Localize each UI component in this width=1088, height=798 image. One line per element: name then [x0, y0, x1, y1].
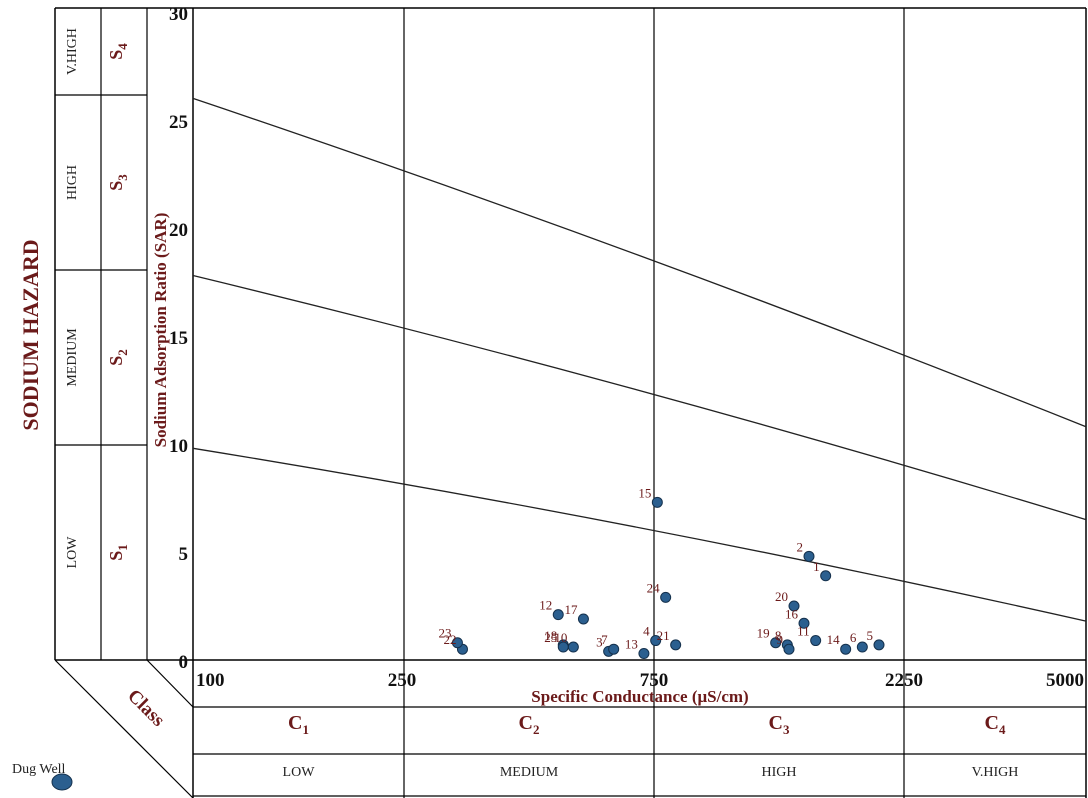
y-tick-label: 30 [169, 4, 188, 25]
data-point-label: 23 [438, 626, 451, 641]
x-axis-title: Specific Conductance (μS/cm) [531, 687, 748, 706]
class-label: Class [123, 685, 168, 730]
x-tick-label: 5000 [1046, 670, 1084, 691]
sodium-class-code: S1 [106, 544, 130, 561]
data-point [660, 591, 672, 603]
y-tick-label: 20 [169, 220, 188, 241]
data-point-label: 14 [827, 632, 841, 647]
y-tick-label: 25 [169, 112, 188, 133]
data-point [651, 496, 663, 508]
salinity-class-code: C3 [769, 712, 790, 737]
x-tick-label: 750 [640, 670, 669, 691]
data-point [552, 609, 564, 621]
data-point [577, 613, 589, 625]
data-point-label: 21 [657, 628, 670, 643]
data-point-label: 4 [643, 624, 650, 639]
data-point [567, 641, 579, 653]
data-point-label: 3 [596, 634, 603, 649]
hazard-line-2 [192, 274, 1087, 521]
data-point-label: 17 [564, 602, 578, 617]
data-point-label: 13 [625, 637, 638, 652]
chart-frame [54, 7, 1087, 798]
data-point-label: 11 [797, 624, 810, 639]
class-diagonal [54, 659, 194, 798]
x-tick-label: 2250 [885, 670, 923, 691]
data-point [840, 643, 852, 655]
data-point [810, 635, 822, 647]
sodium-class-label: LOW [65, 536, 80, 569]
class-diagonal [146, 659, 194, 708]
data-point-label: 6 [850, 630, 857, 645]
data-point-label: 7 [601, 632, 608, 647]
sodium-class-label: HIGH [65, 165, 80, 200]
data-point-label: 9 [777, 632, 784, 647]
data-point-label: 20 [775, 589, 788, 604]
data-point-label: 8 [775, 628, 782, 643]
sodium-class-code: S3 [106, 174, 130, 191]
salinity-class-code: C2 [519, 712, 540, 737]
y-axis-title: Sodium Adsorption Ratio (SAR) [151, 213, 170, 448]
data-point-label: 2 [797, 539, 804, 554]
data-point [783, 643, 795, 655]
data-point-label: 1 [813, 559, 820, 574]
data-point-label: 24 [647, 580, 661, 595]
y-tick-label: 5 [179, 544, 189, 565]
salinity-class-code: C4 [985, 712, 1006, 737]
salinity-class-label: HIGH [762, 765, 797, 780]
sodium-hazard-heading: SODIUM HAZARD [18, 239, 43, 430]
legend-marker [51, 773, 73, 791]
data-point [770, 637, 782, 649]
data-point-label: 10 [554, 630, 567, 645]
sodium-class-code: S4 [106, 43, 130, 60]
y-tick-label: 10 [169, 436, 188, 457]
sodium-class-label: MEDIUM [65, 328, 80, 387]
data-point-label: 19 [757, 626, 770, 641]
data-point [670, 639, 682, 651]
salinity-class-label: V.HIGH [972, 765, 1019, 780]
salinity-class-code: C1 [288, 712, 309, 737]
data-point [820, 570, 832, 582]
data-points [451, 496, 885, 660]
data-point-label: 18 [544, 628, 557, 643]
data-point-label: 12 [539, 598, 552, 613]
data-point [803, 550, 815, 562]
data-point-label: 25 [544, 630, 557, 645]
hazard-line-1 [192, 447, 1087, 622]
sodium-class-label: V.HIGH [65, 28, 80, 75]
data-point-label: 15 [638, 485, 651, 500]
data-point-label: 22 [443, 632, 456, 647]
hazard-line-3 [192, 97, 1087, 428]
data-point [557, 641, 569, 653]
data-point [638, 648, 650, 660]
data-point [451, 637, 463, 649]
salinity-class-label: MEDIUM [500, 765, 559, 780]
y-tick-label: 15 [169, 328, 188, 349]
hazard-lines [192, 97, 1087, 622]
data-point [798, 617, 810, 629]
y-tick-label: 0 [179, 652, 189, 673]
x-tick-label: 250 [388, 670, 417, 691]
salinity-class-label: LOW [283, 765, 316, 780]
data-point [856, 641, 868, 653]
data-point [650, 635, 662, 647]
data-point [608, 643, 620, 655]
legend-label: Dug Well [12, 762, 66, 777]
sodium-class-code: S2 [106, 349, 130, 366]
x-tick-label: 100 [196, 670, 225, 691]
data-point-label: 5 [867, 628, 874, 643]
data-point [788, 600, 800, 612]
data-point-label: 16 [785, 606, 799, 621]
data-point [873, 639, 885, 651]
